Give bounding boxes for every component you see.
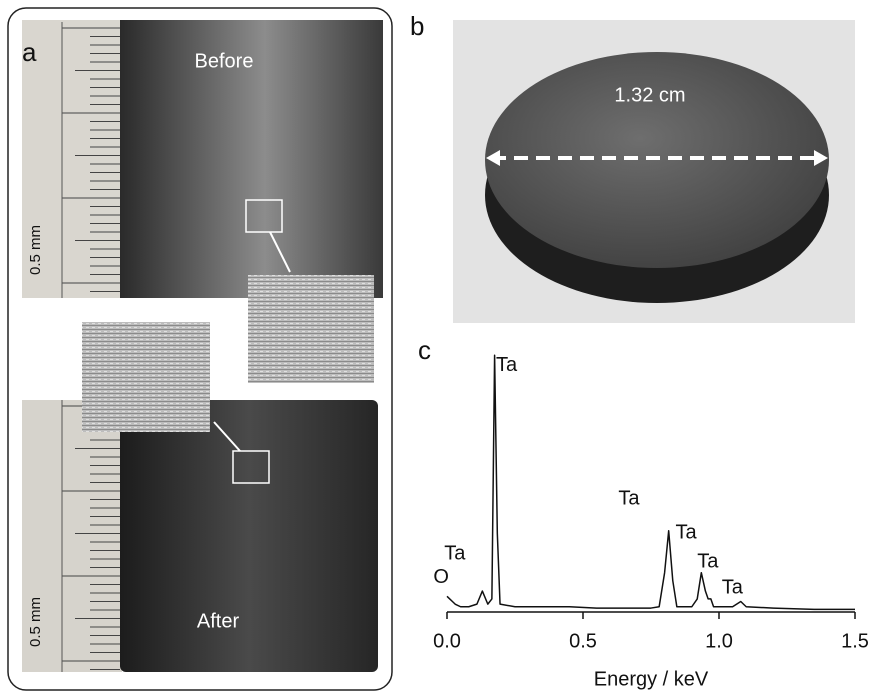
spectrum-line: [446, 354, 855, 611]
x-axis-label: Energy / keV: [594, 668, 709, 690]
panel-frame: [7, 7, 393, 691]
x-tick-label: 1.5: [841, 630, 869, 652]
photo-label: After: [197, 610, 240, 632]
photo-label: Before: [195, 50, 254, 72]
peak-label: Ta: [496, 354, 518, 376]
x-tick-label: 0.0: [433, 630, 461, 652]
ruler: [22, 20, 122, 298]
diameter-label: 1.32 cm: [614, 84, 685, 106]
panel-label: c: [418, 335, 431, 365]
x-tick-label: 0.5: [569, 630, 597, 652]
scale-label: 0.5 mm: [27, 597, 44, 647]
panel-label: a: [22, 37, 37, 67]
peak-label: Ta: [618, 488, 640, 510]
cylinder-before: [120, 20, 383, 298]
zoom-arrow: [213, 421, 241, 452]
inset-after: [82, 322, 210, 432]
inset-before: [248, 275, 374, 383]
zoom-box: [245, 199, 283, 233]
peak-label: Ta: [722, 577, 744, 599]
peak-label: Ta: [697, 551, 719, 573]
cylinder-after: [120, 400, 378, 672]
zoom-box: [232, 450, 270, 484]
scale-label: 0.5 mm: [27, 225, 44, 275]
peak-label: Ta: [444, 543, 466, 565]
zoom-arrow: [269, 231, 291, 273]
ruler-ticks: [61, 22, 120, 672]
peak-label: O: [433, 566, 449, 588]
panel-label: b: [410, 11, 424, 41]
x-tick-label: 1.0: [705, 630, 733, 652]
peak-label: Ta: [675, 522, 697, 544]
